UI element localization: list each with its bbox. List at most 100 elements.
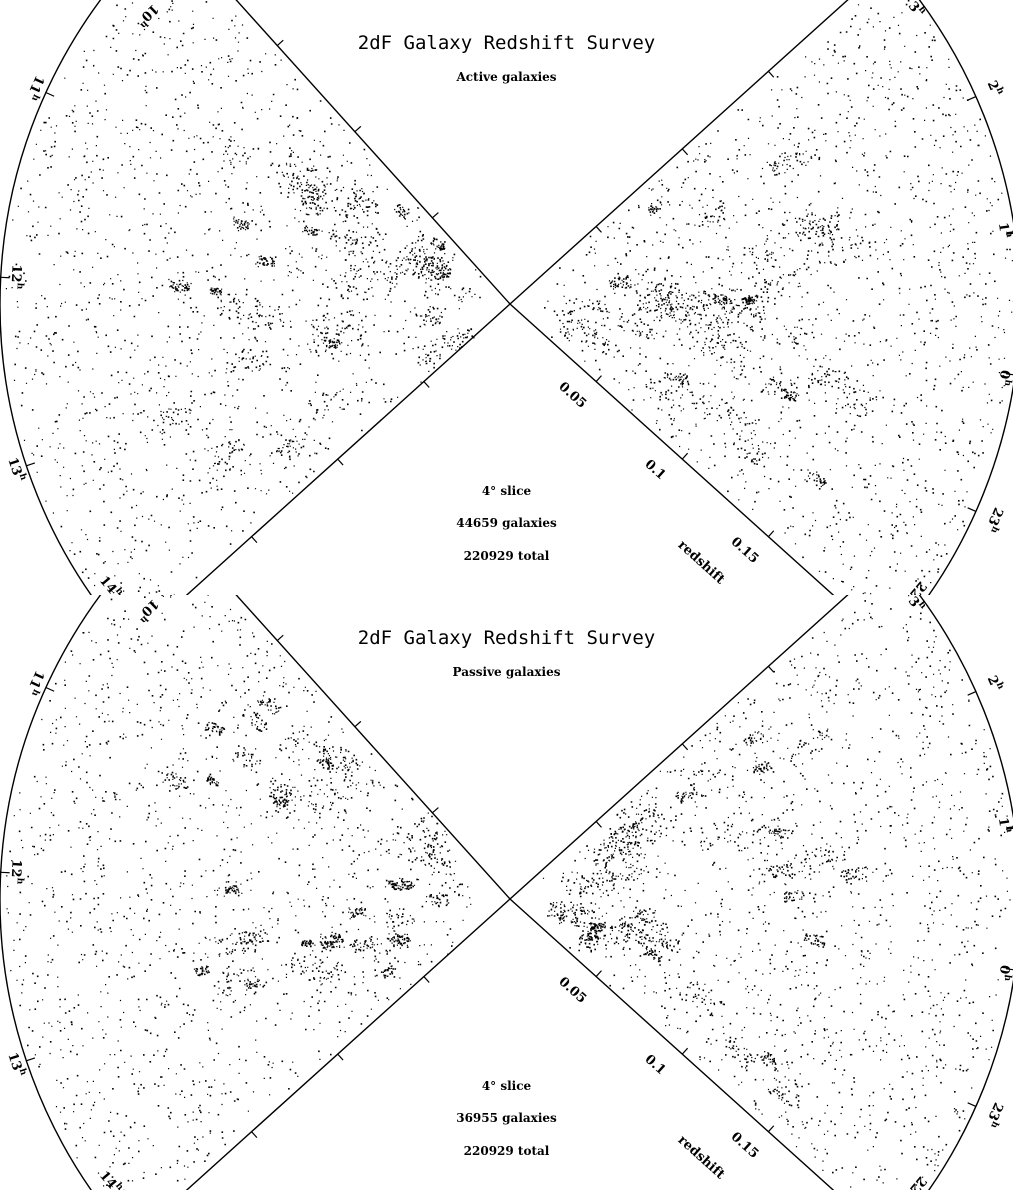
- ra-tick-label: 1h: [995, 221, 1013, 239]
- ra-hour: 11: [25, 668, 46, 691]
- ra-hour: 23: [984, 505, 1005, 528]
- redshift-tick-mark: [251, 536, 258, 544]
- redshift-tick-mark: [423, 381, 430, 388]
- ra-hour-unit: h: [113, 586, 125, 595]
- ra-hour: 13: [4, 1051, 24, 1073]
- ra-hour-unit: h: [137, 613, 149, 625]
- ra-hour-unit: h: [988, 524, 1000, 534]
- redshift-tick-mark: [595, 375, 602, 382]
- ra-tick-label: 11h: [23, 668, 49, 698]
- ra-tick-label: 12h: [7, 859, 25, 885]
- ra-tick-mark: [1006, 232, 1013, 235]
- redshift-tick-mark: [337, 1053, 344, 1061]
- ra-tick-label: 12h: [7, 264, 25, 290]
- ra-tick-label: 13h: [4, 1050, 28, 1079]
- ra-hour-unit: h: [988, 1119, 1000, 1129]
- redshift-tick-mark: [681, 1047, 689, 1055]
- chart-title: 2dF Galaxy Redshift Survey: [357, 627, 656, 649]
- redshift-tick-mark: [767, 665, 775, 673]
- wedge-plot-active: 0.050.10.150.2redshift10h11h12h13h14h3h2…: [0, 0, 1013, 595]
- ra-hour-unit: h: [916, 5, 928, 17]
- ra-tick-label: 23h: [982, 505, 1008, 535]
- ra-hour: 1: [995, 817, 1011, 828]
- ra-tick-mark: [967, 1102, 977, 1107]
- ra-tick-mark: [1006, 827, 1013, 830]
- galaxy-count-label: 44659 galaxies: [456, 516, 557, 530]
- ra-tick-label: 0h: [995, 964, 1013, 982]
- ra-tick-label: 22h: [902, 1173, 931, 1190]
- chart-title: 2dF Galaxy Redshift Survey: [357, 32, 656, 54]
- ra-hour: 11: [25, 73, 46, 96]
- ra-tick-mark: [26, 462, 36, 467]
- ra-tick-label: 13h: [4, 455, 28, 484]
- ra-tick-label: 10h: [133, 1, 163, 31]
- redshift-tick-mark: [767, 1125, 775, 1133]
- total-count-label: 220929 total: [463, 1144, 550, 1158]
- chart-panel-passive: 0.050.10.150.2redshift10h11h12h13h14h3h2…: [0, 595, 1013, 1190]
- ra-tick-mark: [1006, 373, 1013, 376]
- redshift-tick-mark: [767, 530, 775, 538]
- sgp-wedge-outline: [508, 595, 1013, 1190]
- total-count-label: 220929 total: [463, 549, 550, 563]
- ra-tick-mark: [967, 96, 977, 101]
- ra-hour: 22: [906, 578, 929, 595]
- redshift-tick-mark: [337, 458, 344, 466]
- redshift-tick-mark: [681, 743, 689, 751]
- galaxy-count-label: 36955 galaxies: [456, 1111, 557, 1125]
- ra-hour: 0: [996, 964, 1012, 975]
- galaxy-points-ngp: [5, 0, 482, 595]
- galaxy-dots: [5, 0, 482, 595]
- ra-tick-label: 3h: [905, 0, 928, 21]
- galaxy-points-sgp: [544, 0, 1013, 595]
- ra-tick-label: 3h: [905, 595, 928, 616]
- redshift-tick-mark: [681, 452, 689, 460]
- redshift-tick-mark: [432, 212, 439, 219]
- galaxy-points-sgp: [542, 595, 1013, 1188]
- redshift-tick-mark: [354, 720, 362, 728]
- redshift-tick-mark: [423, 976, 430, 983]
- ra-tick-label: 22h: [902, 578, 931, 595]
- ra-hour-unit: h: [17, 1067, 29, 1077]
- slice-label: 4° slice: [481, 1079, 532, 1093]
- ra-hour-unit: h: [1002, 379, 1013, 387]
- ra-hour-unit: h: [14, 282, 24, 290]
- ra-tick-label: 1h: [995, 816, 1013, 834]
- ngp-wedge-outline: [0, 0, 511, 595]
- ra-tick-mark: [967, 691, 977, 696]
- chart-panel-active: 0.050.10.150.2redshift10h11h12h13h14h3h2…: [0, 0, 1013, 595]
- galaxy-dots: [544, 0, 1013, 595]
- galaxy-dots: [542, 595, 1013, 1188]
- redshift-tick-mark: [681, 148, 689, 156]
- redshift-tick-mark: [595, 821, 602, 828]
- redshift-tick-label: 0.05: [555, 379, 589, 411]
- ra-tick-label: 23h: [982, 1100, 1008, 1130]
- redshift-tick-mark: [276, 634, 284, 642]
- ra-hour-unit: h: [994, 681, 1006, 691]
- sgp-wedge-outline: [508, 0, 1013, 595]
- ra-tick-mark: [1006, 968, 1013, 971]
- ra-tick-mark: [967, 507, 977, 512]
- ra-tick-label: 2h: [984, 673, 1006, 695]
- ra-tick-label: 2h: [984, 78, 1006, 100]
- redshift-tick-label: 0.1: [642, 457, 669, 483]
- redshift-tick-mark: [276, 39, 284, 47]
- chart-subtitle: Active galaxies: [456, 70, 557, 84]
- slice-label: 4° slice: [481, 484, 532, 498]
- ra-hour: 22: [906, 1173, 929, 1190]
- galaxy-dots: [6, 595, 472, 1190]
- ra-tick-label: 0h: [995, 369, 1013, 387]
- ra-tick-mark: [26, 1057, 36, 1062]
- ra-hour-unit: h: [994, 86, 1006, 96]
- ra-tick-label: 10h: [133, 596, 163, 626]
- ra-tick-label: 11h: [23, 73, 49, 103]
- ra-hour: 12: [8, 264, 24, 283]
- redshift-tick-mark: [354, 125, 362, 133]
- ra-hour-unit: h: [1002, 974, 1013, 982]
- ra-hour-unit: h: [14, 877, 24, 885]
- ra-hour: 12: [8, 859, 24, 878]
- ra-hour: 13: [4, 456, 24, 478]
- ra-tick-label: 14h: [96, 1167, 125, 1190]
- ra-hour-unit: h: [1003, 825, 1013, 833]
- ra-hour: 1: [995, 222, 1011, 233]
- ra-hour-unit: h: [17, 472, 29, 482]
